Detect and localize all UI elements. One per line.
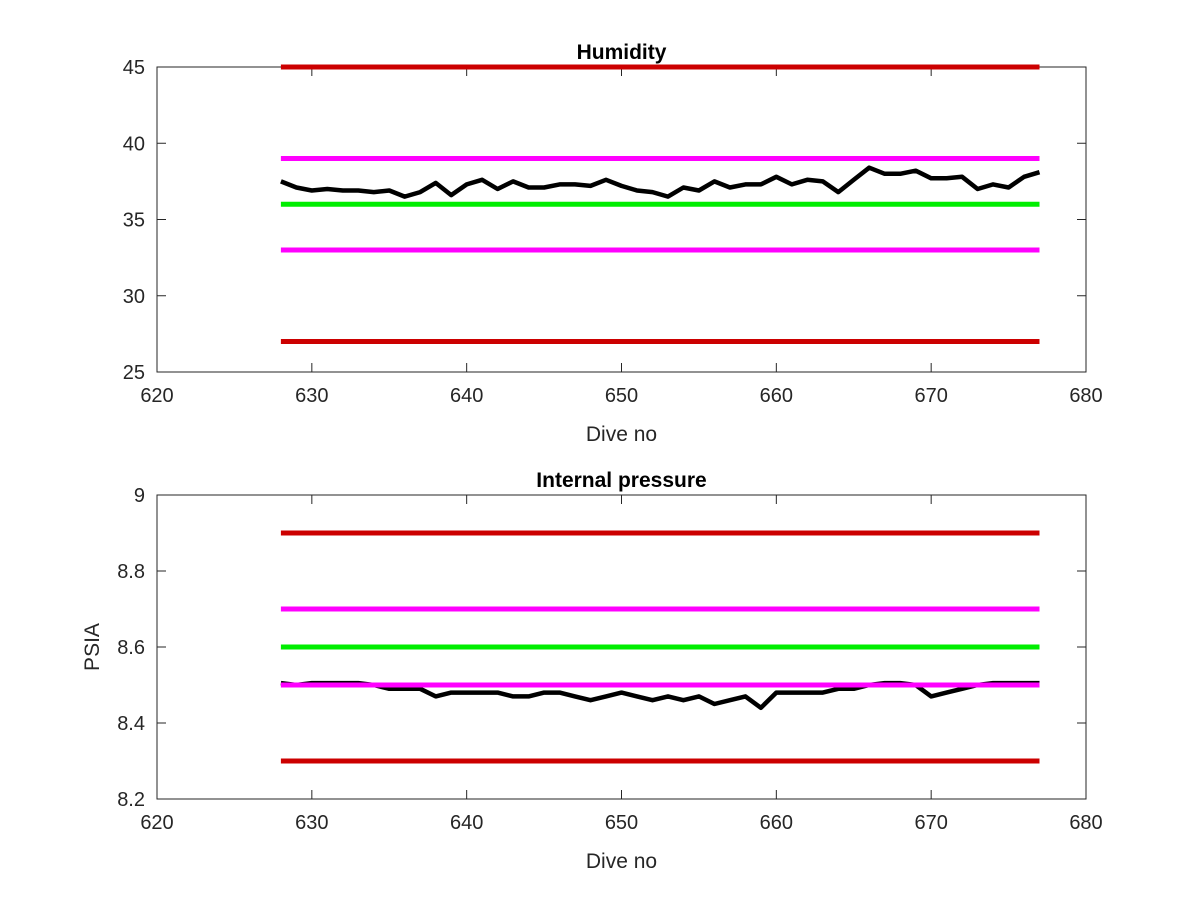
pressure-ytick-label: 9 <box>134 485 145 507</box>
pressure-chart-title: Internal pressure <box>536 469 706 492</box>
internal-pressure-axes: 620 630 640 650 660 670 680 8.2 8.4 8.6 8.8 9 Intern… <box>81 469 1103 873</box>
humidity-xtick-label: 650 <box>605 385 638 407</box>
pressure-xtick-label: 680 <box>1069 812 1102 834</box>
humidity-plot-area <box>156 66 1087 373</box>
pressure-y-axis-label: PSIA <box>81 623 104 671</box>
pressure-xtick-label: 670 <box>914 812 947 834</box>
humidity-ytick-label: 25 <box>123 362 145 384</box>
humidity-axes: 620 630 640 650 660 670 680 25 30 35 40 45 Humidity D… <box>123 41 1103 446</box>
humidity-xtick-label: 660 <box>760 385 793 407</box>
humidity-xtick-label: 670 <box>914 385 947 407</box>
pressure-ytick-label: 8.4 <box>117 713 145 735</box>
humidity-xtick-label: 620 <box>140 385 173 407</box>
humidity-ytick-label: 40 <box>123 133 145 155</box>
pressure-ytick-label: 8.8 <box>117 561 145 583</box>
humidity-xtick-label: 680 <box>1069 385 1102 407</box>
humidity-xtick-label: 630 <box>295 385 328 407</box>
humidity-xtick-label: 640 <box>450 385 483 407</box>
pressure-xtick-label: 620 <box>140 812 173 834</box>
pressure-xtick-label: 640 <box>450 812 483 834</box>
humidity-chart-title: Humidity <box>577 41 667 64</box>
pressure-xtick-label: 630 <box>295 812 328 834</box>
pressure-ytick-label: 8.2 <box>117 789 145 811</box>
pressure-ytick-label: 8.6 <box>117 637 145 659</box>
humidity-ytick-label: 35 <box>123 210 145 232</box>
pressure-x-axis-label: Dive no <box>586 850 657 873</box>
humidity-ytick-label: 30 <box>123 286 145 308</box>
pressure-xtick-label: 660 <box>760 812 793 834</box>
humidity-x-axis-label: Dive no <box>586 423 657 446</box>
humidity-ytick-label: 45 <box>123 57 145 79</box>
humidity-data-line <box>280 165 1041 199</box>
pressure-xtick-label: 650 <box>605 812 638 834</box>
